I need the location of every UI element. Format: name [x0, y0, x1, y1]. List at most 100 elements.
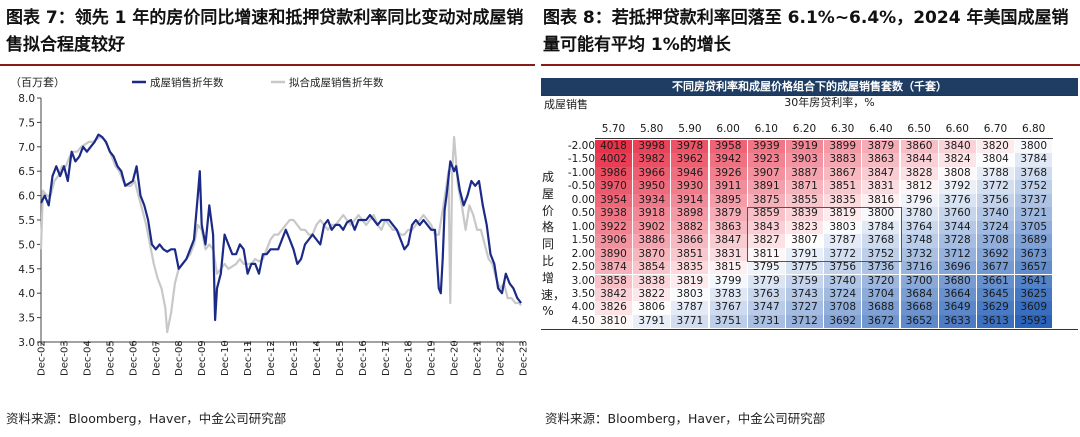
- table-cell: 3887: [786, 166, 823, 181]
- table-cell: 3724: [824, 287, 862, 302]
- table-cell: 3708: [977, 234, 1014, 248]
- table-cell: 3772: [824, 247, 862, 262]
- table-cell: 3903: [786, 153, 823, 167]
- x-tick-label: Dec-11: [243, 340, 254, 376]
- table-cell: 3740: [977, 207, 1014, 221]
- table-cell: 3828: [900, 166, 938, 181]
- table-cell: 3835: [824, 193, 862, 208]
- actual-sales-line: [40, 133, 522, 322]
- table-cell: 3677: [977, 261, 1014, 275]
- table-cell: 3803: [824, 220, 862, 235]
- table-cell: 3919: [786, 140, 823, 154]
- table-cell: 3791: [633, 314, 671, 329]
- y-tick-label: 8.0: [18, 93, 35, 105]
- table-cell: 3855: [786, 193, 823, 208]
- table-cell: 3728: [938, 234, 976, 248]
- table-cell: 3970: [595, 180, 632, 194]
- table-cell: 3784: [1015, 153, 1053, 167]
- table-cell: 3982: [633, 153, 671, 167]
- table-cell: 3819: [671, 274, 709, 288]
- table-cell: 3962: [671, 153, 709, 167]
- x-tick-label: Dec-21: [473, 340, 484, 376]
- table-cell: 3842: [595, 287, 632, 302]
- table-cell: 3756: [977, 193, 1014, 208]
- table-cell: 3986: [595, 166, 632, 181]
- table-cell: 3684: [900, 287, 938, 302]
- x-tick-label: Dec-05: [105, 340, 116, 376]
- table-cell: 3800: [1015, 140, 1053, 154]
- table-cell: 3756: [824, 261, 862, 275]
- table-cell: 3810: [595, 314, 632, 329]
- column-group-label-text: 30年房贷利率，%: [784, 96, 875, 109]
- table-cell: 3847: [862, 166, 900, 181]
- table-cell: 3751: [709, 314, 747, 329]
- rate-column-header: 6.10: [754, 123, 778, 135]
- table-cell: 3767: [709, 301, 747, 315]
- table-cell: 3625: [1015, 287, 1053, 302]
- table-cell: 3649: [938, 301, 976, 315]
- table-cell: 3752: [1015, 180, 1053, 194]
- price-growth-row-header: -1.00: [567, 166, 595, 179]
- table-cell: 3737: [1015, 193, 1053, 208]
- price-growth-row-header: 3.50: [571, 287, 595, 300]
- table-cell: 3775: [786, 261, 823, 275]
- table-cell: 3700: [900, 274, 938, 288]
- x-tick-label: Dec-23: [519, 340, 530, 376]
- table-cell: 3593: [1015, 314, 1053, 329]
- table-cell: 3752: [862, 247, 900, 262]
- table-cell: 3918: [633, 207, 671, 221]
- table-cell: 3844: [900, 153, 938, 167]
- table-cell: 3806: [633, 301, 671, 315]
- left-figure-panel: 图表 7：领先 1 年的房价同比增速和抵押贷款利率同比变动对成屋销售拟合程度较好…: [0, 0, 535, 437]
- table-cell: 3645: [977, 287, 1014, 302]
- price-growth-row-header: -1.50: [567, 153, 595, 166]
- table-cell: 3708: [824, 301, 862, 315]
- table-cell: 3902: [633, 220, 671, 235]
- table-cell: 3816: [862, 193, 900, 208]
- y-tick-label: 4.5: [18, 264, 35, 276]
- column-group-label: 30年房贷利率，%: [541, 96, 1078, 110]
- table-cell: 3788: [977, 166, 1014, 181]
- table-cell: 4018: [595, 140, 632, 154]
- table-cell: 3731: [747, 314, 785, 329]
- table-cell: 3942: [709, 153, 747, 167]
- right-title-divider: [541, 64, 1080, 66]
- table-cell: 3950: [633, 180, 671, 194]
- table-cell: 3831: [709, 247, 747, 262]
- table-cell: 3895: [709, 193, 747, 208]
- x-tick-label: Dec-17: [381, 340, 392, 376]
- table-cell: 3867: [824, 166, 862, 181]
- table-cell: 3879: [709, 207, 747, 221]
- table-cell: 3824: [938, 153, 976, 167]
- table-cell: 3926: [709, 166, 747, 181]
- table-cell: 3874: [595, 261, 632, 275]
- x-tick-label: Dec-15: [335, 340, 346, 376]
- x-tick-label: Dec-02: [37, 340, 48, 376]
- legend-label-fitted: 拟合成屋销售折年数: [289, 76, 384, 89]
- table-cell: 3772: [977, 180, 1014, 194]
- table-cell: 3930: [671, 180, 709, 194]
- table-cell: 3791: [786, 247, 823, 262]
- x-tick-label: Dec-09: [197, 340, 208, 376]
- rate-column-header: 6.70: [983, 123, 1008, 135]
- price-growth-row-header: 1.50: [571, 234, 595, 247]
- table-cell: 3807: [786, 234, 823, 248]
- price-growth-row-header: 4.00: [571, 301, 595, 314]
- table-cell: 3652: [900, 314, 938, 329]
- x-tick-label: Dec-14: [312, 340, 323, 376]
- table-cell: 3716: [900, 261, 938, 275]
- table-cell: 3815: [709, 261, 747, 275]
- table-cell: 3720: [862, 274, 900, 288]
- x-tick-label: Dec-19: [427, 340, 438, 376]
- table-cell: 3863: [709, 220, 747, 235]
- table-cell: 3768: [1015, 166, 1053, 181]
- table-cell: 3890: [595, 247, 632, 262]
- price-growth-row-header: 2.50: [571, 261, 595, 274]
- table-cell: 3966: [633, 166, 671, 181]
- table-cell: 3879: [862, 140, 900, 154]
- table-cell: 3843: [747, 220, 785, 235]
- table-cell: 3732: [900, 247, 938, 262]
- table-cell: 3692: [977, 247, 1014, 262]
- table-cell: 3744: [938, 220, 976, 235]
- price-growth-row-header: 2.00: [571, 247, 595, 260]
